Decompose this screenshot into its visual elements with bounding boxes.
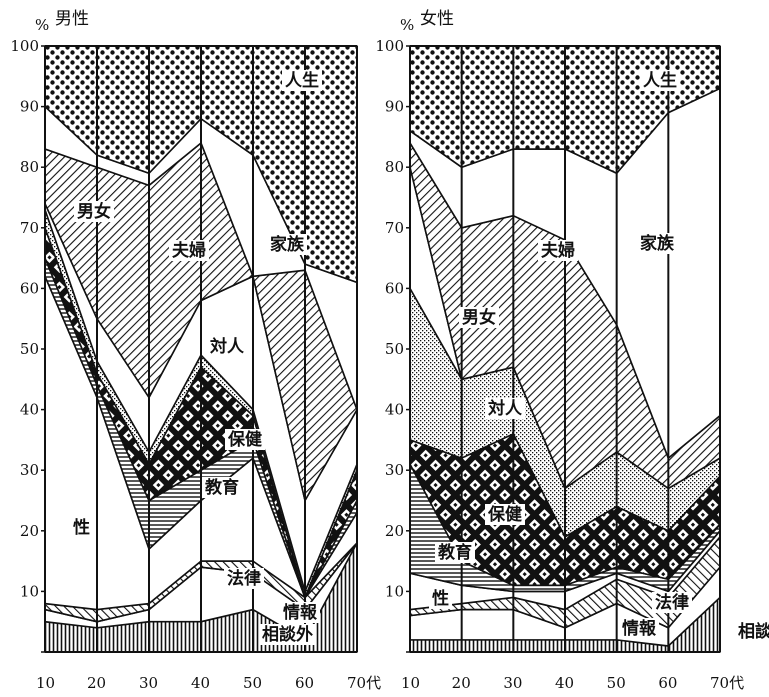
y-tick-label: 90 (20, 98, 39, 116)
label-backing (429, 588, 452, 609)
x-tick-label: 70代 (347, 674, 381, 692)
label-backing (619, 618, 659, 639)
category-label-kyouiku: 教育 (437, 542, 472, 563)
x-tick-label: 30 (503, 674, 522, 692)
label-backing (282, 70, 322, 91)
category-label-taijin: 対人 (487, 398, 523, 419)
category-label-sei: 性 (432, 588, 449, 609)
category-label-sei: 性 (73, 517, 90, 538)
label-backing (267, 234, 307, 255)
x-tick-label: 20 (87, 674, 106, 692)
category-label-soudangai: 相談外 (738, 621, 769, 642)
category-label-kazoku: 家族 (270, 234, 305, 255)
label-backing (207, 336, 247, 357)
x-tick-label: 70代 (710, 674, 744, 692)
category-label-kazoku: 家族 (640, 233, 675, 254)
y-tick-label: 80 (385, 158, 404, 176)
y-tick-label: 40 (385, 401, 404, 419)
label-backing (640, 70, 680, 91)
x-tick-label: 50 (607, 674, 626, 692)
category-label-fuufu: 夫婦 (172, 240, 206, 261)
y-tick-label: 20 (20, 522, 39, 540)
category-label-houritsu: 法律 (655, 592, 689, 613)
label-backing (202, 477, 242, 498)
y-tick-label: 60 (385, 279, 404, 297)
y-tick-label: 100 (10, 37, 39, 55)
label-backing (225, 429, 265, 450)
label-backing (637, 233, 677, 254)
y-tick-label: 60 (20, 279, 39, 297)
category-label-jouhou: 情報 (283, 602, 318, 623)
chart-panel-female: 10 20 30 40 50 60 70 80 90 100 10 20 30 40 50 60 70代% 女性相… (375, 9, 769, 692)
category-label-soudangai: 相談外 (262, 624, 313, 645)
category-label-taijin: 対人 (209, 336, 245, 357)
chart-panel-male: 10 20 30 40 50 60 70 80 90 100 10 20 30 40 50 60 70代% 男性相… (10, 9, 381, 692)
x-tick-label: 10 (36, 674, 55, 692)
y-tick-label: 80 (20, 158, 39, 176)
label-backing (169, 240, 209, 261)
y-tick-label: 40 (20, 401, 39, 419)
y-tick-label: 50 (20, 340, 39, 358)
x-tick-label: 60 (658, 674, 677, 692)
category-label-hoken: 保健 (487, 504, 522, 525)
category-label-jinsei: 人生 (643, 70, 677, 91)
y-unit-label: % (400, 16, 414, 34)
label-backing (70, 517, 93, 538)
y-tick-label: 10 (385, 582, 404, 600)
x-tick-label: 20 (452, 674, 471, 692)
x-tick-label: 40 (555, 674, 574, 692)
label-backing (224, 568, 264, 589)
label-backing (735, 621, 769, 642)
x-tick-label: 40 (191, 674, 210, 692)
category-label-hoken: 保健 (227, 429, 262, 450)
y-tick-label: 90 (385, 98, 404, 116)
category-label-houritsu: 法律 (227, 568, 261, 589)
y-tick-label: 30 (20, 461, 39, 479)
y-tick-label: 10 (20, 582, 39, 600)
y-tick-label: 30 (385, 461, 404, 479)
x-tick-label: 10 (401, 674, 420, 692)
category-label-jinsei: 人生 (285, 70, 319, 91)
label-backing (259, 624, 316, 645)
category-label-danjo: 男女 (77, 201, 111, 222)
category-label-jouhou: 情報 (622, 618, 657, 639)
y-tick-label: 100 (375, 37, 404, 55)
label-backing (74, 201, 114, 222)
x-tick-label: 30 (139, 674, 158, 692)
x-tick-label: 50 (243, 674, 262, 692)
y-tick-label: 20 (385, 522, 404, 540)
y-tick-label: 70 (20, 219, 39, 237)
label-backing (538, 240, 578, 261)
label-backing (280, 602, 320, 623)
label-backing (459, 307, 499, 328)
panel-title: 男性 (55, 9, 89, 29)
x-tick-label: 60 (295, 674, 314, 692)
category-label-kyouiku: 教育 (204, 477, 239, 498)
label-backing (485, 504, 525, 525)
panel-title: 女性 (420, 9, 454, 29)
category-label-danjo: 男女 (462, 307, 496, 328)
label-backing (652, 592, 692, 613)
y-unit-label: % (35, 16, 49, 34)
category-label-fuufu: 夫婦 (541, 240, 575, 261)
y-tick-label: 70 (385, 219, 404, 237)
label-backing (435, 542, 475, 563)
label-backing (485, 398, 525, 419)
y-tick-label: 50 (385, 340, 404, 358)
